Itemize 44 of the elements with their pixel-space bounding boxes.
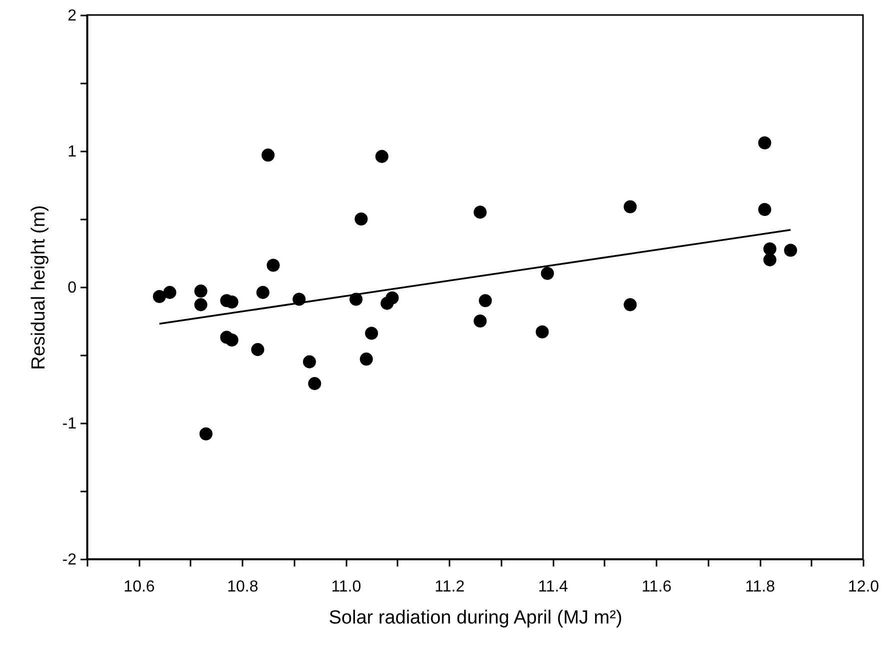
point bbox=[474, 314, 487, 328]
point bbox=[540, 266, 554, 280]
point bbox=[194, 284, 208, 298]
y-tick-label: 1 bbox=[68, 144, 77, 160]
point bbox=[758, 136, 772, 150]
x-tick-label: 11.0 bbox=[331, 578, 362, 596]
x-tick-label: 11.6 bbox=[642, 578, 672, 596]
point bbox=[624, 298, 637, 312]
y-tick-label: -1 bbox=[62, 416, 77, 432]
point bbox=[478, 294, 492, 308]
point bbox=[266, 258, 280, 272]
point bbox=[308, 377, 322, 390]
x-tick-label: 10.8 bbox=[227, 578, 258, 596]
point bbox=[225, 334, 238, 347]
x-tick-label: 11.4 bbox=[538, 578, 568, 596]
point bbox=[763, 242, 776, 256]
point bbox=[536, 325, 549, 338]
point bbox=[152, 290, 166, 304]
x-axis-title: Solar radiation during April (MJ m²) bbox=[328, 608, 622, 628]
y-tick-label: 0 bbox=[68, 280, 77, 296]
point bbox=[262, 148, 275, 162]
point bbox=[302, 355, 316, 368]
point bbox=[386, 291, 399, 304]
y-tick-label: -2 bbox=[62, 552, 77, 568]
point bbox=[624, 200, 637, 214]
x-tick-label: 11.2 bbox=[434, 578, 465, 596]
point bbox=[375, 150, 388, 163]
point bbox=[354, 212, 368, 226]
point bbox=[474, 206, 487, 219]
point bbox=[256, 286, 270, 299]
y-axis-title: Residual height (m) bbox=[28, 205, 50, 370]
point bbox=[163, 286, 176, 299]
point bbox=[365, 326, 378, 340]
point bbox=[763, 253, 776, 266]
x-tick-label: 10.6 bbox=[124, 578, 155, 596]
y-tick-label: 2 bbox=[68, 8, 77, 24]
x-tick-label: 11.8 bbox=[745, 578, 776, 596]
point bbox=[360, 352, 373, 366]
point bbox=[194, 298, 208, 312]
point bbox=[199, 427, 213, 440]
point bbox=[251, 343, 264, 356]
point bbox=[784, 244, 798, 257]
point bbox=[758, 202, 772, 216]
x-tick-label: 12.0 bbox=[848, 578, 880, 596]
